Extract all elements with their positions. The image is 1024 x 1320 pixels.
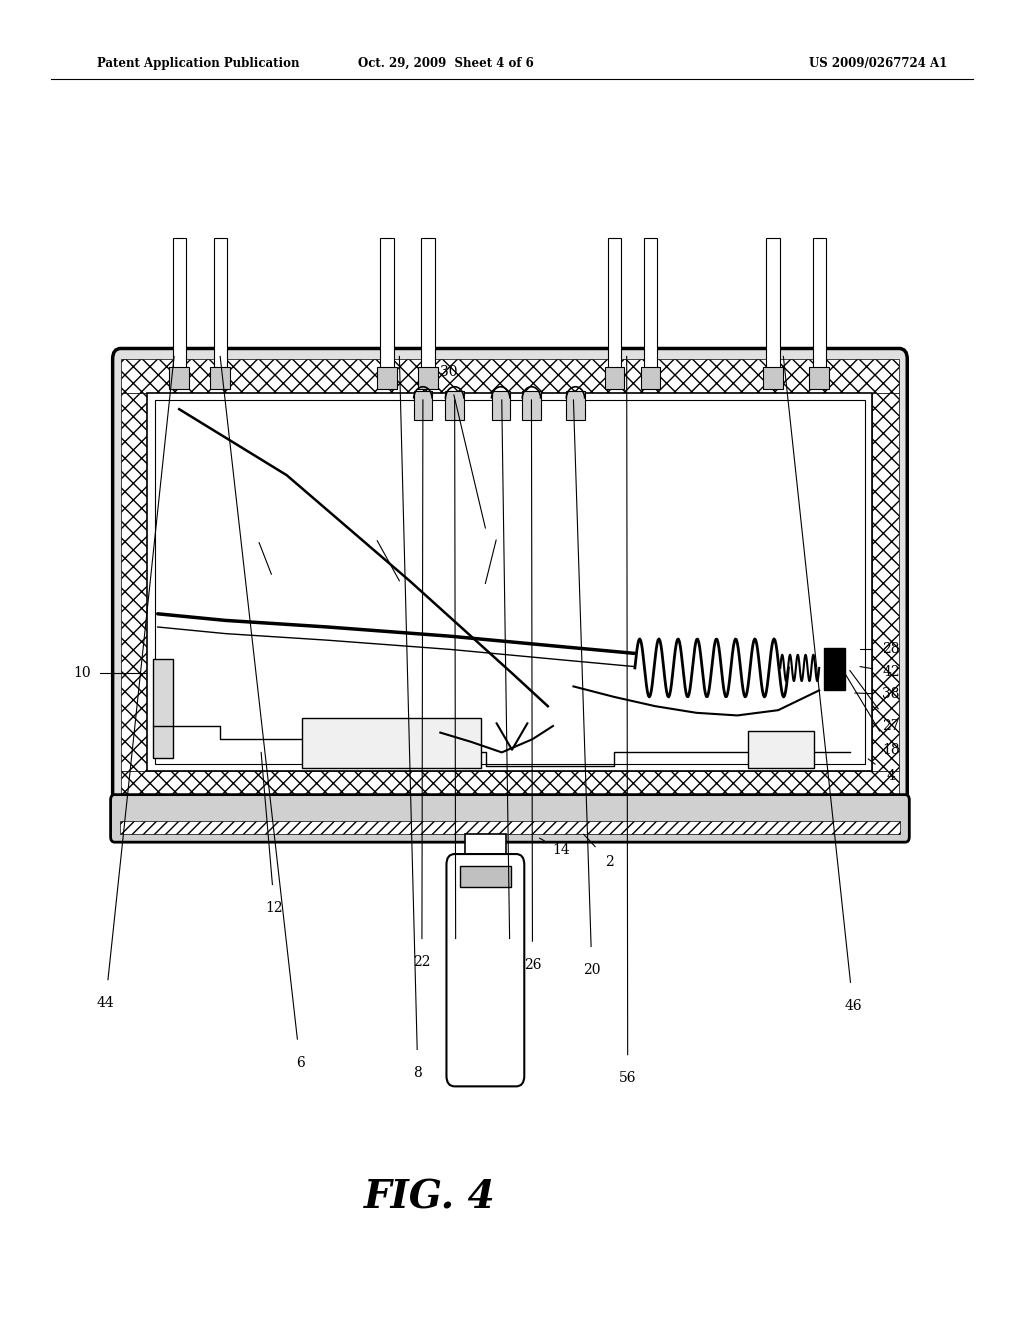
Bar xyxy=(414,391,432,420)
Text: Patent Application Publication: Patent Application Publication xyxy=(97,57,300,70)
Bar xyxy=(169,367,188,389)
Bar xyxy=(445,391,464,420)
Bar xyxy=(641,367,660,389)
Text: 8: 8 xyxy=(414,1067,422,1080)
Bar xyxy=(764,367,783,389)
Bar xyxy=(522,391,541,420)
Bar xyxy=(155,400,865,764)
Text: Oct. 29, 2009  Sheet 4 of 6: Oct. 29, 2009 Sheet 4 of 6 xyxy=(357,57,534,70)
Text: 38: 38 xyxy=(882,688,900,701)
Text: 20: 20 xyxy=(583,964,601,977)
Text: 44: 44 xyxy=(96,997,115,1010)
Bar xyxy=(766,238,780,370)
Bar xyxy=(147,393,872,771)
Text: US 2009/0267724 A1: US 2009/0267724 A1 xyxy=(809,57,947,70)
Bar xyxy=(465,834,506,871)
Text: 42: 42 xyxy=(882,665,900,678)
Text: 56: 56 xyxy=(618,1072,637,1085)
Bar xyxy=(824,648,845,690)
Text: 22: 22 xyxy=(413,956,431,969)
Text: 6: 6 xyxy=(296,1056,304,1069)
Bar xyxy=(377,367,397,389)
Bar xyxy=(121,771,899,805)
Text: 16: 16 xyxy=(501,956,519,969)
Text: 40: 40 xyxy=(242,515,260,528)
Bar xyxy=(813,238,826,370)
Bar xyxy=(418,367,438,389)
Text: 60: 60 xyxy=(493,511,511,524)
Text: 24: 24 xyxy=(446,956,465,969)
Bar xyxy=(121,359,899,393)
Bar xyxy=(604,367,625,389)
Bar xyxy=(211,367,229,389)
FancyBboxPatch shape xyxy=(113,348,907,816)
FancyBboxPatch shape xyxy=(111,795,909,842)
Bar xyxy=(172,238,186,370)
Bar xyxy=(748,731,814,768)
Text: 41: 41 xyxy=(357,515,376,528)
Bar xyxy=(872,393,899,771)
Text: 18: 18 xyxy=(882,743,900,756)
Text: 30: 30 xyxy=(439,366,458,379)
Bar xyxy=(153,659,173,758)
Bar xyxy=(608,238,621,370)
Text: 28: 28 xyxy=(882,643,900,656)
Bar xyxy=(120,821,900,834)
Text: 4: 4 xyxy=(887,770,895,783)
Bar xyxy=(302,718,481,768)
Text: 12: 12 xyxy=(265,902,284,915)
Text: 27: 27 xyxy=(882,719,900,733)
Text: 46: 46 xyxy=(844,999,862,1012)
Text: 10: 10 xyxy=(73,667,91,680)
Bar xyxy=(810,367,829,389)
Text: 2: 2 xyxy=(605,855,613,869)
Bar xyxy=(644,238,657,370)
Bar xyxy=(460,866,511,887)
Bar xyxy=(121,393,147,771)
Bar xyxy=(566,391,585,420)
FancyBboxPatch shape xyxy=(446,854,524,1086)
Text: 26: 26 xyxy=(523,958,542,972)
Bar xyxy=(492,391,510,420)
Bar xyxy=(213,238,227,370)
Text: 14: 14 xyxy=(552,843,570,857)
Bar xyxy=(381,238,393,370)
Bar xyxy=(422,238,434,370)
Text: FIG. 4: FIG. 4 xyxy=(365,1179,496,1216)
